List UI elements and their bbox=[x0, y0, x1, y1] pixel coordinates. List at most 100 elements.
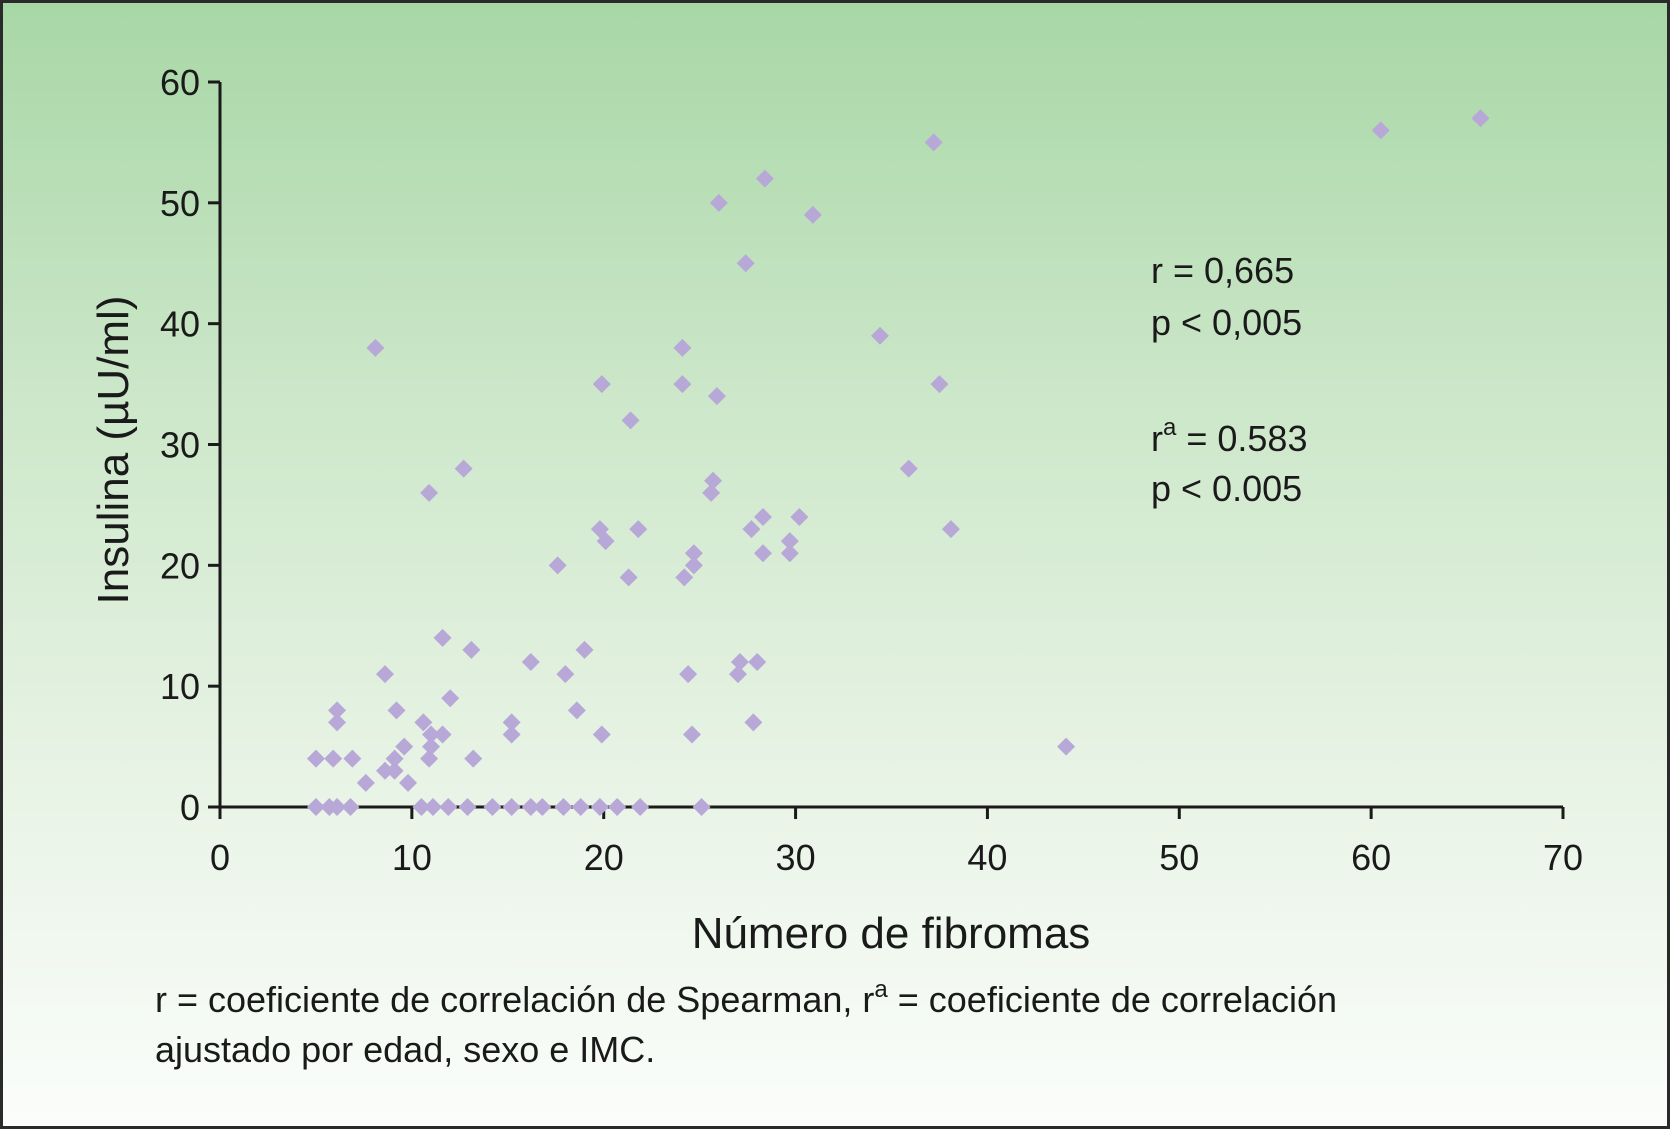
data-point bbox=[707, 387, 726, 406]
y-tick-label: 0 bbox=[180, 787, 200, 828]
data-point bbox=[385, 761, 404, 780]
data-point bbox=[790, 508, 809, 526]
y-tick-label: 30 bbox=[160, 425, 200, 466]
y-tick-label: 60 bbox=[160, 62, 200, 103]
axes bbox=[218, 82, 1563, 809]
data-point bbox=[736, 254, 755, 273]
data-point bbox=[730, 653, 749, 671]
data-point bbox=[631, 798, 650, 816]
data-point bbox=[629, 520, 648, 539]
data-point bbox=[1471, 109, 1490, 128]
data-point bbox=[748, 653, 767, 671]
data-point bbox=[423, 798, 442, 816]
x-tick-label: 60 bbox=[1351, 837, 1391, 878]
data-point bbox=[366, 338, 385, 357]
data-point bbox=[533, 798, 552, 816]
stat-pa-value: p < 0.005 bbox=[1151, 468, 1302, 509]
y-tick-label: 40 bbox=[160, 304, 200, 345]
data-point bbox=[1057, 737, 1076, 756]
data-point bbox=[704, 471, 723, 490]
y-tick-label: 50 bbox=[160, 183, 200, 224]
data-point bbox=[755, 169, 774, 188]
stat-annotation-adjusted: ra = 0.583 p < 0.005 bbox=[1151, 414, 1307, 509]
data-point bbox=[464, 749, 483, 768]
data-point bbox=[679, 665, 698, 684]
data-point bbox=[729, 665, 748, 684]
data-point bbox=[675, 568, 694, 587]
data-points bbox=[306, 109, 1490, 816]
data-point bbox=[709, 193, 728, 212]
data-point bbox=[395, 737, 414, 756]
x-tick-label: 20 bbox=[584, 837, 624, 878]
data-point bbox=[941, 520, 960, 539]
data-point bbox=[324, 749, 343, 768]
data-point bbox=[753, 544, 772, 563]
stat-annotation-spearman: r = 0,665 p < 0,005 bbox=[1151, 250, 1302, 343]
stat-r-value: r = 0,665 bbox=[1151, 250, 1294, 291]
data-point bbox=[753, 508, 772, 526]
data-point bbox=[422, 725, 441, 744]
data-point bbox=[462, 640, 481, 659]
data-point bbox=[375, 761, 394, 780]
data-point bbox=[571, 798, 590, 816]
x-tick-label: 40 bbox=[967, 837, 1007, 878]
data-point bbox=[521, 653, 540, 671]
y-tick-label: 20 bbox=[160, 545, 200, 586]
data-point bbox=[502, 713, 521, 732]
data-point bbox=[328, 701, 347, 720]
data-point bbox=[548, 556, 567, 575]
data-point bbox=[673, 338, 692, 357]
data-point bbox=[1371, 121, 1390, 140]
data-point bbox=[439, 798, 458, 816]
data-point bbox=[567, 701, 586, 720]
data-point bbox=[673, 375, 692, 394]
y-axis-title: Insulina (µU/ml) bbox=[89, 296, 138, 605]
data-point bbox=[521, 798, 540, 816]
stat-ra-main: r bbox=[1151, 418, 1163, 459]
footnote-sup: a bbox=[874, 976, 888, 1003]
data-point bbox=[692, 798, 711, 816]
data-point bbox=[592, 725, 611, 744]
data-point bbox=[803, 205, 822, 224]
stat-ra-sup: a bbox=[1163, 414, 1177, 441]
data-point bbox=[930, 375, 949, 394]
stat-p-value: p < 0,005 bbox=[1151, 302, 1302, 343]
data-point bbox=[621, 411, 640, 430]
data-point bbox=[483, 798, 502, 816]
data-point bbox=[306, 798, 325, 816]
data-point bbox=[870, 326, 889, 345]
stat-ra-rest: = 0.583 bbox=[1176, 418, 1307, 459]
data-point bbox=[780, 544, 799, 563]
data-point bbox=[596, 532, 615, 551]
data-point bbox=[556, 665, 575, 684]
x-axis-title: Número de fibromas bbox=[692, 909, 1091, 958]
data-point bbox=[387, 701, 406, 720]
data-point bbox=[433, 628, 452, 647]
y-ticks: 0 10 20 30 40 50 60 bbox=[160, 62, 220, 828]
x-tick-label: 0 bbox=[210, 837, 230, 878]
data-point bbox=[702, 483, 721, 502]
data-point bbox=[684, 556, 703, 575]
data-point bbox=[454, 459, 473, 478]
x-tick-label: 50 bbox=[1159, 837, 1199, 878]
data-point bbox=[433, 725, 452, 744]
data-point bbox=[458, 798, 477, 816]
data-point bbox=[502, 725, 521, 744]
data-point bbox=[924, 133, 943, 152]
data-point bbox=[414, 713, 433, 732]
data-point bbox=[554, 798, 573, 816]
data-point bbox=[575, 640, 594, 659]
stat-ra-value: ra = 0.583 bbox=[1151, 414, 1307, 459]
data-point bbox=[341, 798, 360, 816]
data-point bbox=[682, 725, 701, 744]
x-tick-label: 10 bbox=[392, 837, 432, 878]
data-point bbox=[502, 798, 521, 816]
data-point bbox=[412, 798, 431, 816]
data-point bbox=[375, 665, 394, 684]
data-point bbox=[420, 483, 439, 502]
data-point bbox=[590, 798, 609, 816]
data-point bbox=[608, 798, 627, 816]
data-point bbox=[306, 749, 325, 768]
data-point bbox=[441, 689, 460, 708]
data-point bbox=[619, 568, 638, 587]
